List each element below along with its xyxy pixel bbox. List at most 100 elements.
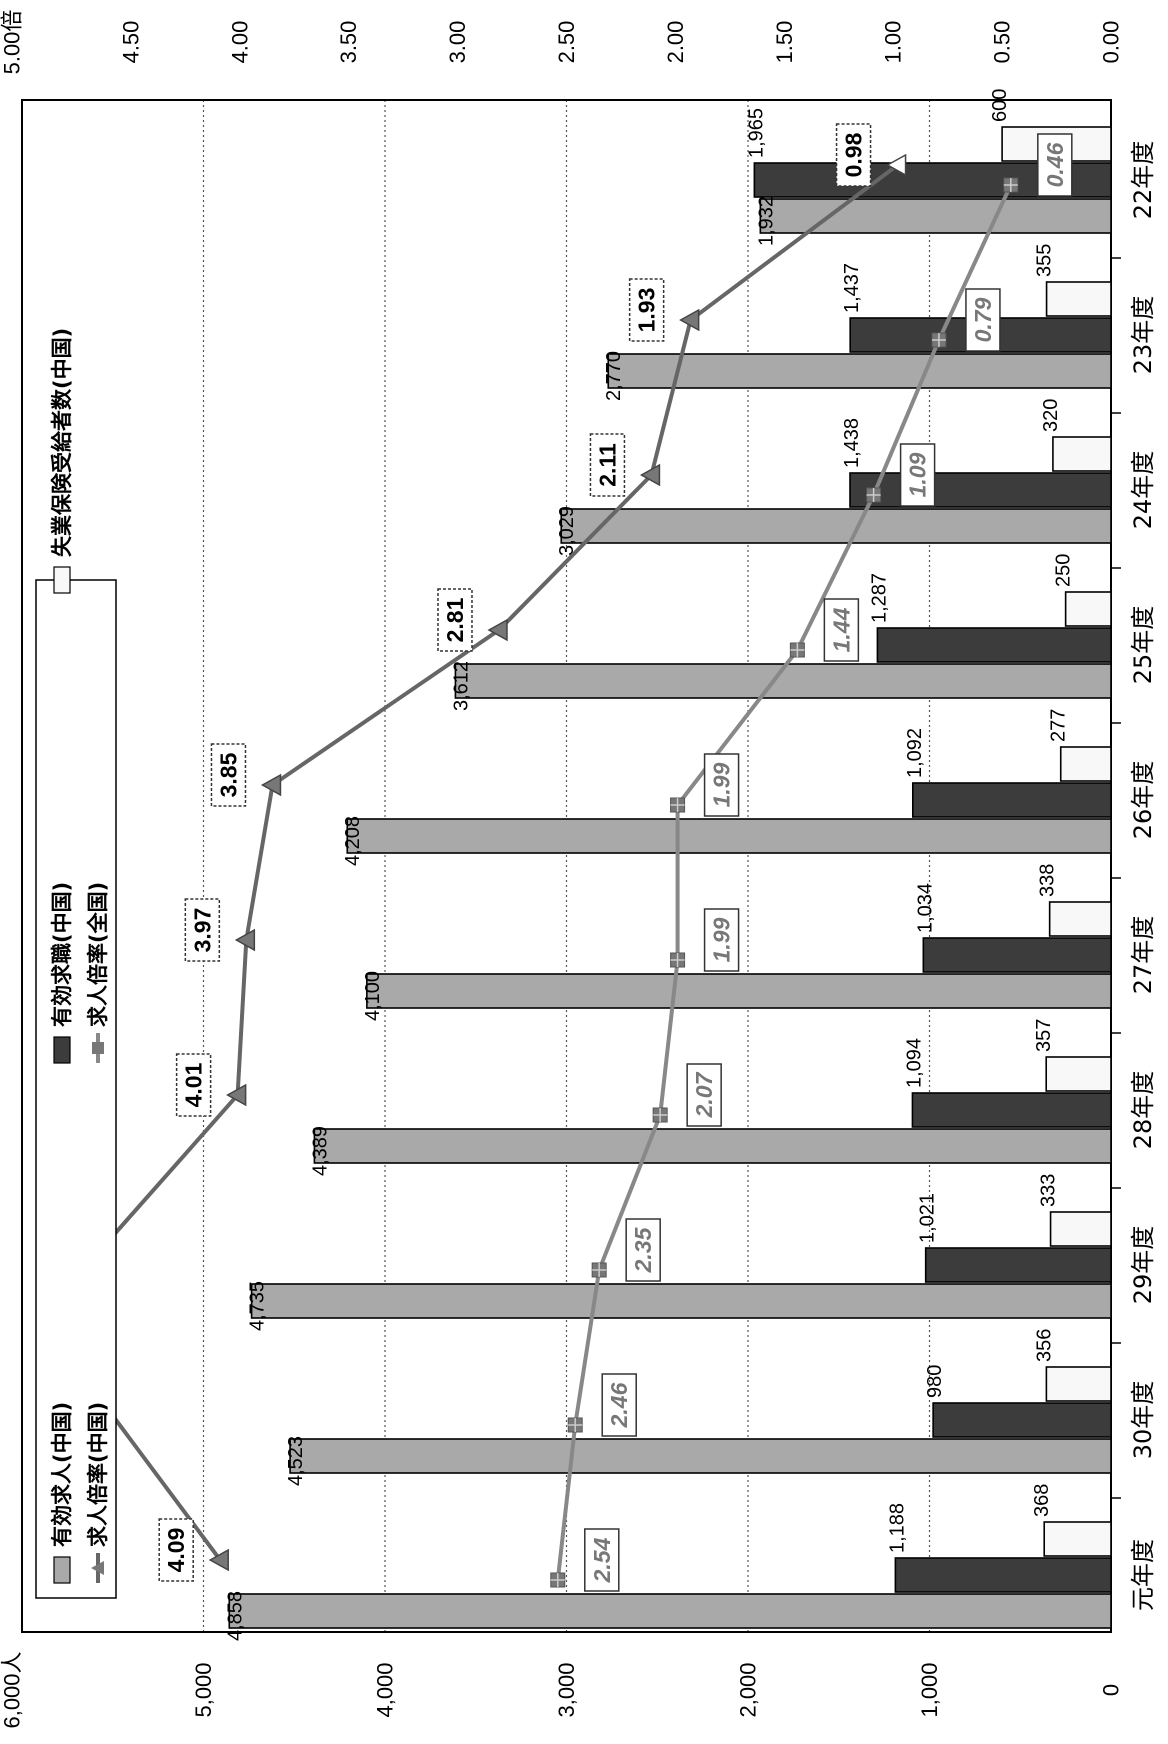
legend-box xyxy=(35,579,117,1599)
ratio-marker-triangle xyxy=(886,153,907,177)
ratio-marker-cross xyxy=(568,1418,583,1432)
ratio-value-label: 1.99 xyxy=(709,762,735,807)
ratio-marker-cross xyxy=(670,798,685,812)
bar-offers xyxy=(289,1438,1112,1474)
bar-offers xyxy=(346,818,1112,854)
ratio-axis-unit-label: 5.00倍 xyxy=(0,10,25,75)
bar-offers xyxy=(607,353,1112,389)
people-axis-tick-label: 4,000 xyxy=(373,1662,398,1717)
legend: 有効求人(中国) 求人倍率(中国) 有効求職(中国) 求人倍率(全国) 失業保険受給者数… xyxy=(35,328,117,1599)
ratio-marker-triangle xyxy=(487,618,508,642)
category-label: 29年度 xyxy=(1129,1226,1157,1305)
ratio-label-box xyxy=(628,278,665,342)
ratio-value-label: 2.07 xyxy=(691,1071,717,1118)
ratio-marker-cross xyxy=(866,488,881,502)
bar-value-label: 356 xyxy=(1033,1329,1055,1362)
bar-seekers xyxy=(894,1557,1112,1593)
legend-label: 有効求人(中国) xyxy=(50,1402,74,1547)
category-label: 30年度 xyxy=(1129,1381,1157,1460)
category-label: 23年度 xyxy=(1129,296,1157,375)
ratio-label-box xyxy=(703,908,740,972)
category-label: 元年度 xyxy=(1129,1539,1157,1611)
category-label: 28年度 xyxy=(1129,1071,1157,1150)
bar-value-label: 4,100 xyxy=(362,971,384,1021)
bar-value-label: 333 xyxy=(1038,1174,1060,1207)
ratio-label-box xyxy=(175,1053,212,1117)
ratio-label-box xyxy=(1037,133,1073,197)
ratio-label-box xyxy=(899,443,936,507)
ratio-value-label: 1.99 xyxy=(709,917,735,962)
ratio-axis-tick-label: 1.00 xyxy=(881,21,906,64)
bar-offers xyxy=(759,198,1112,234)
legend-swatch xyxy=(53,1556,71,1584)
ratio-label-box xyxy=(686,1063,722,1127)
ratio-marker-cross xyxy=(670,953,685,967)
bar-value-label: 1,287 xyxy=(868,573,890,623)
ratio-value-label: 2.11 xyxy=(594,443,620,487)
bar-value-label: 1,034 xyxy=(914,883,936,933)
bar-seekers xyxy=(912,782,1112,818)
bar-insurance xyxy=(1048,901,1112,937)
ratio-label-box xyxy=(703,753,740,817)
ratio-value-label: 2.35 xyxy=(630,1226,656,1273)
bar-seekers xyxy=(876,627,1112,663)
bar-offers xyxy=(366,973,1112,1009)
ratio-marker-cross xyxy=(790,643,805,657)
bar-value-label: 980 xyxy=(924,1365,946,1398)
people-axis-unit-label: 6,000人 xyxy=(0,1651,25,1728)
bar-value-label: 320 xyxy=(1040,399,1062,432)
ratio-label-box xyxy=(965,288,1001,352)
ratio-label-box xyxy=(210,743,247,807)
bar-offers xyxy=(250,1283,1112,1319)
ratio-marker-cross xyxy=(592,1263,607,1277)
bar-value-label: 1,021 xyxy=(917,1193,939,1243)
ratio-value-label: 3.97 xyxy=(189,908,215,953)
legend-label: 求人倍率(全国) xyxy=(86,882,110,1027)
legend-marker xyxy=(92,1042,104,1054)
ratio-marker-triangle xyxy=(639,463,661,487)
ratio-axis-tick-label: 1.50 xyxy=(772,21,797,64)
bar-insurance xyxy=(1052,436,1112,472)
ratio-label-box xyxy=(625,1218,661,1282)
ratio-value-label: 2.46 xyxy=(606,1382,632,1428)
ratio-label-box xyxy=(823,598,860,662)
bar-insurance xyxy=(1045,1366,1112,1402)
people-axis-tick-label: 1,000 xyxy=(917,1662,942,1717)
ratio-axis-tick-label: 2.50 xyxy=(554,21,579,64)
bar-value-label: 1,094 xyxy=(903,1038,925,1088)
legend-label: 有効求職(中国) xyxy=(50,882,74,1027)
ratio-marker-triangle xyxy=(208,1548,229,1572)
ratio-marker-triangle xyxy=(679,308,700,332)
ratio-value-label: 1.44 xyxy=(828,607,854,652)
people-axis-tick-label: 0 xyxy=(1099,1684,1124,1696)
ratio-marker-triangle xyxy=(226,1083,247,1107)
bar-insurance xyxy=(1049,1211,1112,1247)
bar-value-label: 2,770 xyxy=(603,351,625,401)
bar-insurance xyxy=(1043,1521,1112,1557)
bar-value-label: 1,437 xyxy=(841,263,863,313)
ratio-axis-tick-label: 0.50 xyxy=(990,21,1015,64)
ratio-axis-tick-label: 2.00 xyxy=(663,21,688,64)
legend-label: 失業保険受給者数(中国) xyxy=(50,328,74,557)
legend-label: 求人倍率(中国) xyxy=(86,1402,110,1547)
ratio-value-label: 0.98 xyxy=(841,132,867,177)
bar-value-label: 1,092 xyxy=(904,728,926,778)
category-label: 26年度 xyxy=(1129,761,1157,840)
bar-insurance xyxy=(1045,281,1112,317)
ratio-value-label: 2.81 xyxy=(442,597,468,642)
bar-value-label: 3,612 xyxy=(450,661,472,711)
ratio-value-label: 0.46 xyxy=(1042,142,1068,187)
ratio-marker-cross xyxy=(1003,178,1018,192)
bar-value-label: 4,735 xyxy=(247,1281,269,1331)
category-label: 27年度 xyxy=(1129,916,1157,995)
bar-seekers xyxy=(932,1402,1112,1438)
ratio-marker-triangle xyxy=(234,928,256,952)
ratio-label-box xyxy=(184,898,221,962)
bar-value-label: 338 xyxy=(1037,864,1059,897)
category-label: 22年度 xyxy=(1129,141,1157,220)
bar-value-label: 4,389 xyxy=(309,1126,331,1176)
bar-seekers xyxy=(911,1092,1112,1128)
bar-insurance xyxy=(1059,746,1112,782)
